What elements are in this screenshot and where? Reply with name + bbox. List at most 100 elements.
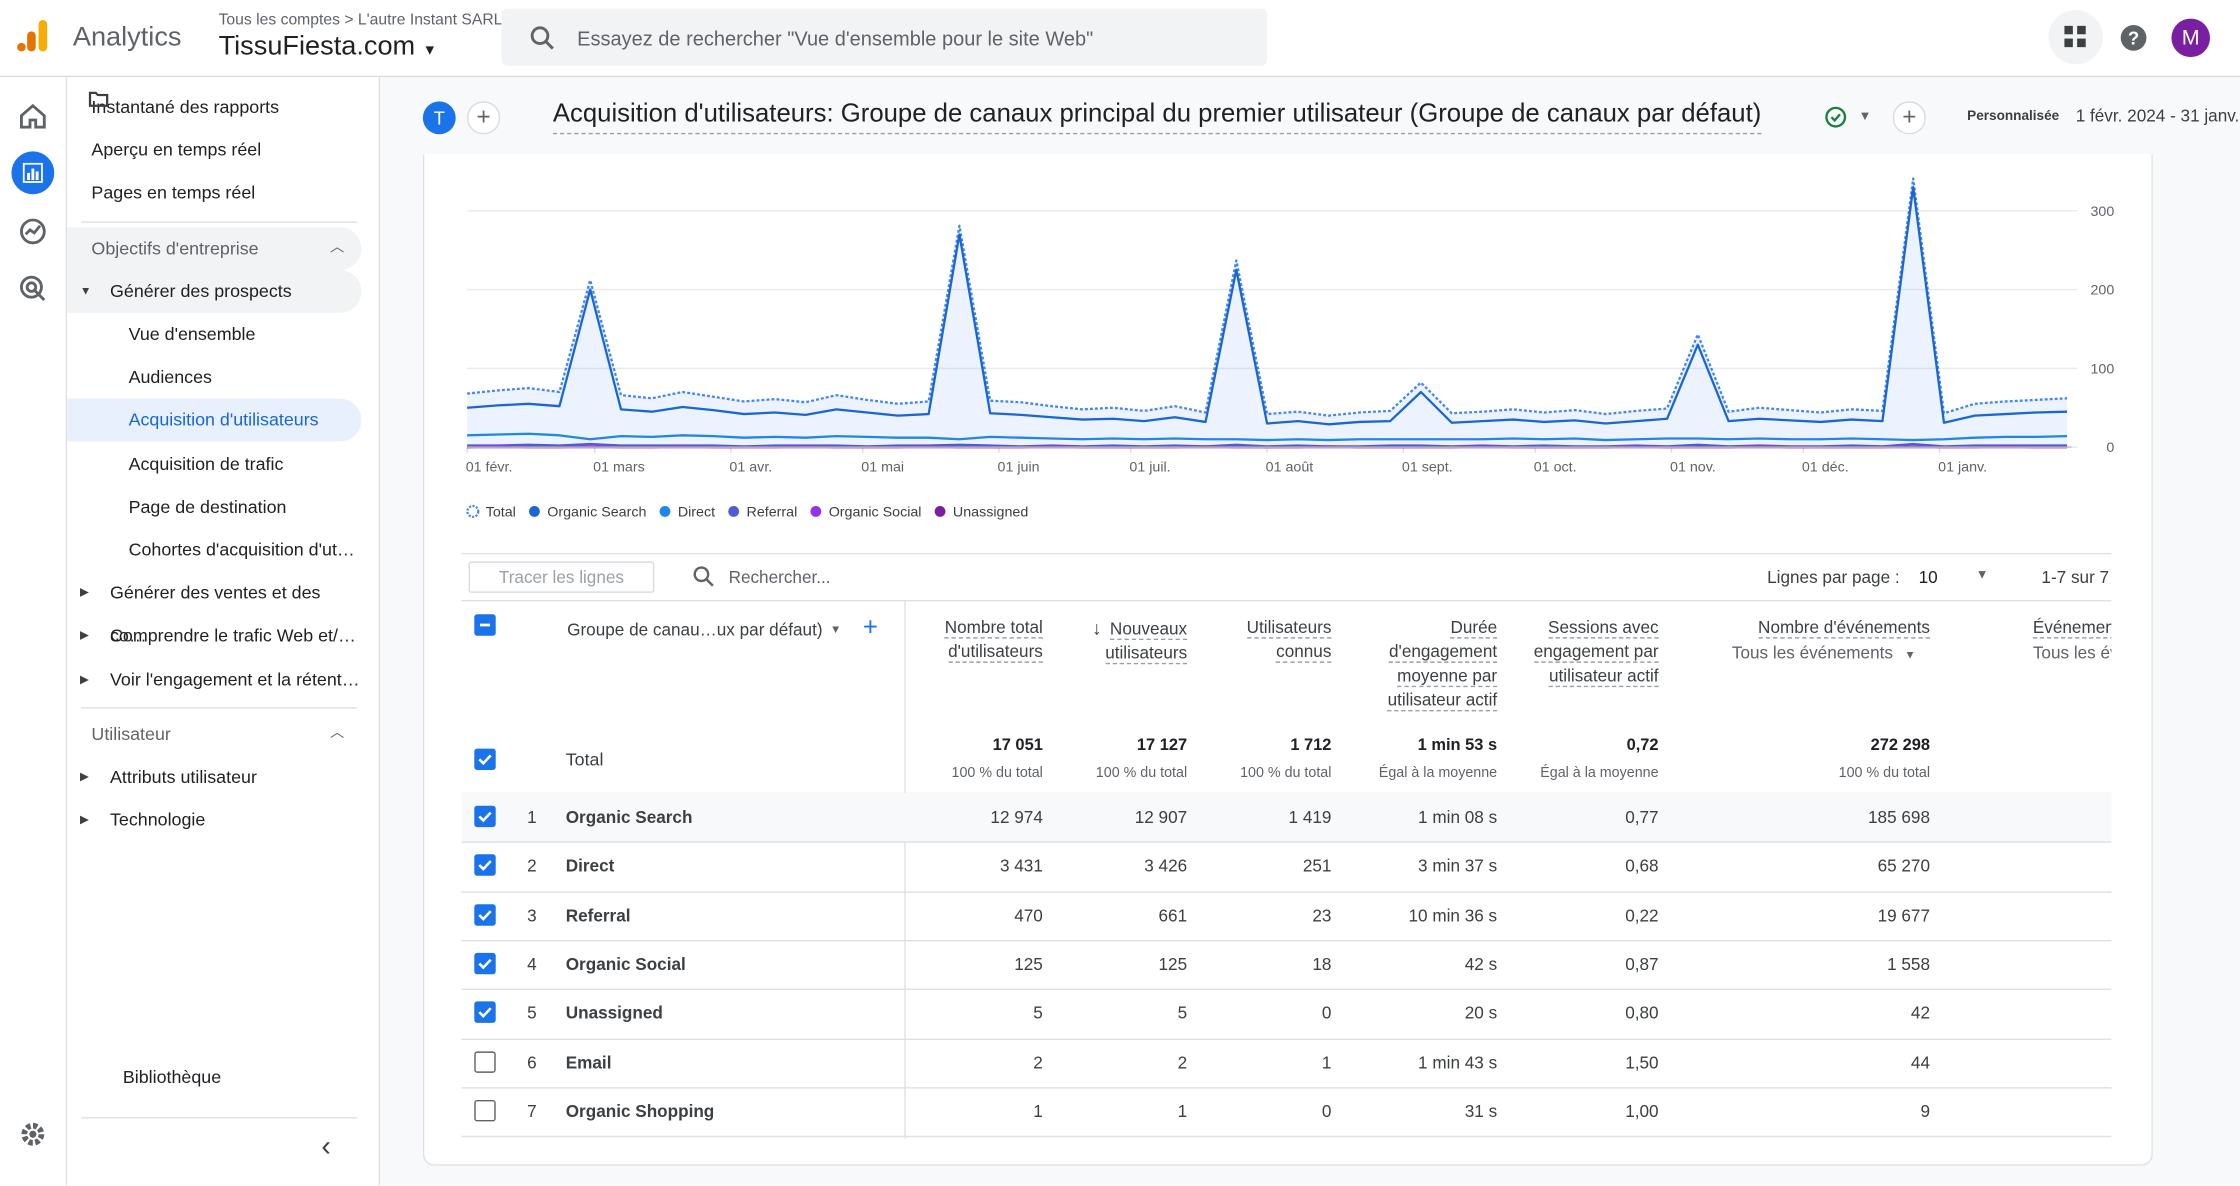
nav-item[interactable]: Acquisition de trafic <box>128 453 284 474</box>
nav-section[interactable]: Objectifs d'entreprise ︿ <box>67 226 362 270</box>
dimension-caret[interactable]: ▼ <box>830 622 842 636</box>
add-dimension[interactable]: + <box>862 612 878 642</box>
nav-item[interactable]: Vue d'ensemble <box>128 324 256 345</box>
column-header[interactable]: ↓ Nouveaux utilisateurs <box>1044 616 1187 666</box>
collapse-button[interactable]: ‹ <box>321 1131 331 1163</box>
date-range[interactable]: 1 févr. 2024 - 31 janv. <box>2075 105 2240 126</box>
comparison-avatar[interactable]: T <box>422 101 456 135</box>
nav-item[interactable]: Aperçu en temps réel <box>91 140 262 161</box>
nav-group[interactable]: ▼ Générer des prospects <box>67 269 362 313</box>
checkbox[interactable] <box>474 854 496 877</box>
checkbox[interactable] <box>474 903 496 926</box>
explore-icon[interactable] <box>19 217 48 246</box>
advertising-icon[interactable] <box>19 274 48 303</box>
checkbox[interactable] <box>474 1099 496 1122</box>
total-sub: Égal à la moyenne <box>1540 765 1659 782</box>
nav-group-label: Générer des ventes et des co… <box>110 583 321 646</box>
row-value: 0,68 <box>1625 856 1659 877</box>
row-value: 251 <box>1302 856 1332 877</box>
nav-group[interactable]: ▶ Technologie <box>67 799 361 842</box>
row-name[interactable]: Referral <box>565 905 631 926</box>
nav-item[interactable]: Page de destination <box>128 496 287 517</box>
property-name[interactable]: TissuFiesta.com <box>218 31 416 62</box>
reports-button[interactable] <box>11 151 55 195</box>
rows-per-page[interactable]: 10 <box>1918 567 1938 588</box>
column-header[interactable]: Nombre total d'utilisateurs <box>900 616 1043 665</box>
nav-group[interactable]: ▶ Générer des ventes et des co… <box>67 572 361 646</box>
x-tick-label: 01 juin <box>998 459 1040 475</box>
add-card[interactable]: + <box>1892 101 1926 135</box>
account-avatar[interactable]: M <box>2171 18 2211 58</box>
row-name[interactable]: Email <box>565 1052 612 1073</box>
nav-item[interactable]: Instantané des rapports <box>91 97 280 118</box>
row-name[interactable]: Organic Social <box>565 954 686 975</box>
checkbox[interactable] <box>474 1001 496 1024</box>
table-search[interactable]: Rechercher... <box>728 567 831 588</box>
breadcrumb-item[interactable]: Tous les comptes <box>218 11 340 29</box>
checkbox[interactable] <box>474 805 496 828</box>
plot-rows-button[interactable]: Tracer les lignes <box>468 561 655 593</box>
row-divider <box>461 600 2112 602</box>
checkbox-tick <box>476 1101 495 1120</box>
column-sub[interactable]: Tous les événements ▼ <box>1659 641 1930 667</box>
column-header[interactable]: Nombre d'événements Tous les événements ▼ <box>1659 616 1931 667</box>
row-name[interactable]: Unassigned <box>565 1003 663 1024</box>
checkbox[interactable] <box>474 1050 496 1073</box>
nav-group[interactable]: ▶ Comprendre le trafic Web et/… <box>67 615 361 658</box>
logo <box>17 20 48 52</box>
row-value: 1 <box>1033 1101 1043 1122</box>
series-line <box>467 177 2068 417</box>
breadcrumb[interactable]: Tous les comptes > L'autre Instant SARL <box>218 11 503 29</box>
row-value: 125 <box>1158 954 1188 975</box>
row-value: 3 431 <box>999 856 1043 877</box>
checkbox[interactable] <box>474 952 496 975</box>
checkbox[interactable] <box>474 614 496 636</box>
row-name[interactable]: Direct <box>565 856 615 877</box>
title-menu[interactable]: ▼ <box>1858 108 1872 123</box>
row-value: 661 <box>1158 905 1188 926</box>
settings-icon[interactable] <box>20 1121 46 1147</box>
apps-button[interactable] <box>2048 10 2103 65</box>
nav-item[interactable]: Acquisition d'utilisateurs <box>67 399 362 442</box>
y-tick-label: 200 <box>2090 283 2114 299</box>
row-name[interactable]: Organic Search <box>565 807 693 828</box>
row-name[interactable]: Organic Shopping <box>565 1101 715 1122</box>
row-value: 3 min 37 s <box>1418 856 1498 877</box>
date-badge: Personnalisée <box>1967 108 2060 125</box>
reports-icon <box>22 162 43 183</box>
search-box[interactable]: Essayez de rechercher "Vue d'ensemble po… <box>501 8 1268 66</box>
nav-group[interactable]: ▶ Attributs utilisateur <box>67 756 361 799</box>
nav-item[interactable]: Cohortes d'acquisition d'ut… <box>128 540 355 561</box>
breadcrumb-item[interactable]: L'autre Instant SARL <box>357 11 503 29</box>
column-header[interactable]: Événements Tous les événements <box>2032 616 2112 666</box>
row-value: 5 <box>1033 1003 1043 1024</box>
dimension-header[interactable]: Groupe de canau…ux par défaut) <box>567 620 823 641</box>
home-icon[interactable] <box>19 103 48 129</box>
column-header[interactable]: Sessions avec engagement par utilisateur… <box>1501 616 1659 689</box>
nav-item[interactable]: Pages en temps réel <box>91 183 256 204</box>
add-comparison[interactable]: + <box>467 101 501 135</box>
legend-marker <box>659 506 671 517</box>
row-value: 20 s <box>1464 1003 1498 1024</box>
nav-item[interactable]: Audiences <box>128 367 212 388</box>
chevron: ︿ <box>330 725 345 742</box>
chart: 0 100 200 300 01 févr. 01 mars 01 avr. 01 mai 01… <box>466 177 2114 520</box>
column-header[interactable]: Utilisateurs connus <box>1203 616 1332 665</box>
checkbox[interactable] <box>474 748 496 771</box>
legend-label: Unassigned <box>953 504 1028 520</box>
rows-per-page-caret[interactable]: ▼ <box>1975 567 1989 582</box>
nav-section[interactable]: Utilisateur ︿ <box>67 713 361 756</box>
property-selector[interactable]: TissuFiesta.com ▼ <box>218 31 437 62</box>
row-divider <box>461 988 2112 991</box>
column-label: Durée d'engagement moyenne par utilisate… <box>1387 617 1498 712</box>
row-rank: 4 <box>527 954 537 975</box>
help-icon[interactable]: ? <box>2120 24 2147 51</box>
nav-library[interactable]: Bibliothèque <box>122 1067 222 1088</box>
x-tick-label: 01 oct. <box>1534 459 1577 475</box>
total-sub: 100 % du total <box>951 765 1043 782</box>
column-sub[interactable]: Tous les événements <box>2033 641 2112 665</box>
row-value: 42 <box>1910 1003 1931 1024</box>
nav-group[interactable]: ▶ Voir l'engagement et la rétent… <box>67 658 361 701</box>
column-header[interactable]: Durée d'engagement moyenne par utilisate… <box>1340 616 1498 713</box>
